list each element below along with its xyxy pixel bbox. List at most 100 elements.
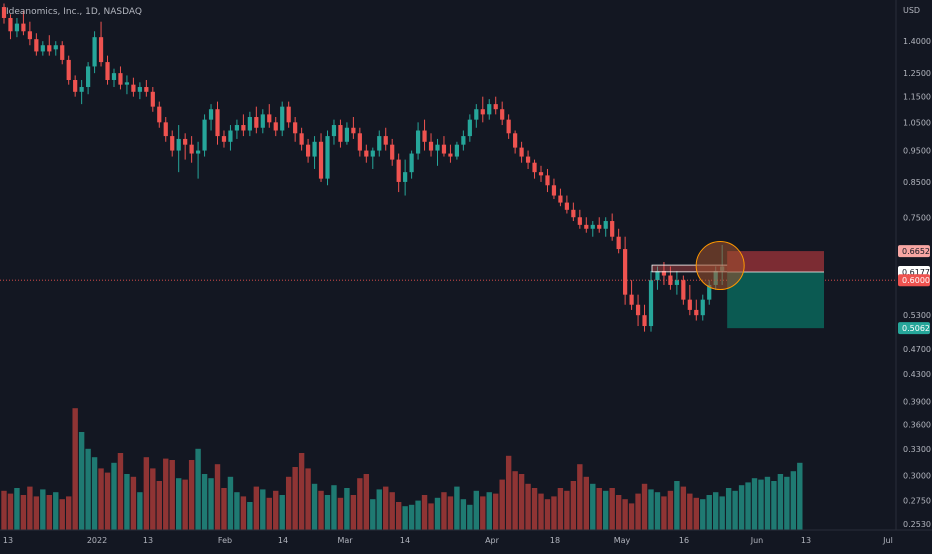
candle[interactable] bbox=[221, 130, 227, 148]
candle[interactable] bbox=[551, 178, 557, 200]
candle[interactable] bbox=[53, 41, 58, 56]
candle[interactable] bbox=[86, 62, 91, 95]
candle[interactable] bbox=[260, 109, 265, 134]
candle[interactable] bbox=[603, 217, 608, 237]
candle[interactable] bbox=[577, 209, 582, 229]
candle[interactable] bbox=[105, 55, 110, 85]
candle[interactable] bbox=[14, 17, 20, 38]
candle[interactable] bbox=[590, 221, 595, 237]
candle[interactable] bbox=[396, 153, 401, 193]
candle[interactable] bbox=[422, 119, 427, 151]
candle[interactable] bbox=[629, 280, 634, 310]
candle[interactable] bbox=[461, 130, 466, 151]
candle[interactable] bbox=[513, 130, 518, 154]
candle[interactable] bbox=[27, 21, 32, 46]
loss-zone[interactable] bbox=[727, 271, 824, 329]
candle[interactable] bbox=[597, 217, 602, 233]
candle[interactable] bbox=[487, 99, 492, 120]
candle[interactable] bbox=[571, 202, 576, 222]
candle[interactable] bbox=[40, 41, 45, 56]
candle[interactable] bbox=[202, 114, 207, 157]
candle[interactable] bbox=[312, 136, 317, 169]
candle[interactable] bbox=[124, 75, 130, 95]
candle[interactable] bbox=[506, 114, 511, 139]
candle[interactable] bbox=[448, 144, 453, 163]
profit-zone[interactable] bbox=[727, 251, 824, 272]
target-price-badge[interactable]: 0.6652 bbox=[898, 245, 930, 258]
candle[interactable] bbox=[493, 96, 498, 115]
candle[interactable] bbox=[668, 266, 673, 290]
candle[interactable] bbox=[642, 304, 647, 332]
candle[interactable] bbox=[655, 266, 660, 290]
candle[interactable] bbox=[545, 168, 550, 193]
candle[interactable] bbox=[409, 150, 414, 179]
candle[interactable] bbox=[415, 122, 421, 160]
candle[interactable] bbox=[150, 87, 155, 112]
candle[interactable] bbox=[383, 127, 388, 151]
candle[interactable] bbox=[47, 35, 52, 56]
candle[interactable] bbox=[687, 284, 692, 316]
candle[interactable] bbox=[131, 77, 136, 97]
candle[interactable] bbox=[377, 130, 382, 157]
stop-price-badge[interactable]: 0.5062 bbox=[898, 322, 930, 335]
candle[interactable] bbox=[500, 101, 505, 126]
candle[interactable] bbox=[357, 127, 362, 157]
candle[interactable] bbox=[474, 104, 479, 128]
candle[interactable] bbox=[176, 125, 181, 173]
candle[interactable] bbox=[454, 141, 459, 160]
candle[interactable] bbox=[196, 141, 201, 179]
candle[interactable] bbox=[538, 165, 544, 182]
candle[interactable] bbox=[34, 33, 39, 56]
candle[interactable] bbox=[73, 75, 78, 97]
candle[interactable] bbox=[299, 127, 304, 151]
candle[interactable] bbox=[1, 3, 7, 24]
candle[interactable] bbox=[241, 114, 246, 137]
candle[interactable] bbox=[558, 188, 563, 207]
candle[interactable] bbox=[519, 141, 524, 163]
candle[interactable] bbox=[584, 217, 589, 233]
candle[interactable] bbox=[525, 150, 531, 169]
candle[interactable] bbox=[137, 82, 142, 100]
candle[interactable] bbox=[390, 138, 395, 166]
candle[interactable] bbox=[293, 117, 298, 142]
candle[interactable] bbox=[60, 41, 65, 65]
candle[interactable] bbox=[364, 144, 369, 163]
candle[interactable] bbox=[674, 270, 679, 295]
candle[interactable] bbox=[98, 21, 104, 67]
candle[interactable] bbox=[92, 31, 97, 74]
candle[interactable] bbox=[267, 104, 272, 128]
candle[interactable] bbox=[331, 119, 337, 145]
candle[interactable] bbox=[8, 14, 13, 40]
candle[interactable] bbox=[661, 261, 667, 285]
candle[interactable] bbox=[157, 101, 162, 128]
candle[interactable] bbox=[189, 136, 194, 163]
candle[interactable] bbox=[564, 195, 569, 214]
candle[interactable] bbox=[170, 130, 175, 157]
candle[interactable] bbox=[183, 133, 188, 160]
candle[interactable] bbox=[325, 130, 330, 186]
candle[interactable] bbox=[111, 68, 117, 88]
candle[interactable] bbox=[228, 125, 233, 151]
candle[interactable] bbox=[351, 117, 356, 139]
candle[interactable] bbox=[681, 275, 686, 305]
candle[interactable] bbox=[623, 236, 628, 305]
candle[interactable] bbox=[403, 159, 408, 196]
candle[interactable] bbox=[370, 147, 375, 169]
candle[interactable] bbox=[234, 119, 240, 139]
candle[interactable] bbox=[344, 122, 350, 145]
candle[interactable] bbox=[428, 133, 434, 157]
candle[interactable] bbox=[694, 299, 699, 321]
entry-price-badge[interactable]: 0.6000 bbox=[898, 274, 930, 287]
position-tool[interactable] bbox=[0, 241, 896, 329]
candle[interactable] bbox=[480, 96, 485, 123]
candle[interactable] bbox=[305, 138, 311, 163]
candle[interactable] bbox=[635, 294, 641, 327]
candle[interactable] bbox=[118, 66, 123, 90]
candlesticks[interactable] bbox=[1, 3, 725, 332]
price-axis[interactable]: USD 1.4000 1.2500 1.1500 1.0500 0.9500 0.8500… bbox=[895, 0, 931, 530]
candle[interactable] bbox=[144, 80, 149, 97]
candle[interactable] bbox=[215, 101, 220, 145]
candle[interactable] bbox=[700, 294, 705, 321]
candle[interactable] bbox=[66, 55, 71, 85]
